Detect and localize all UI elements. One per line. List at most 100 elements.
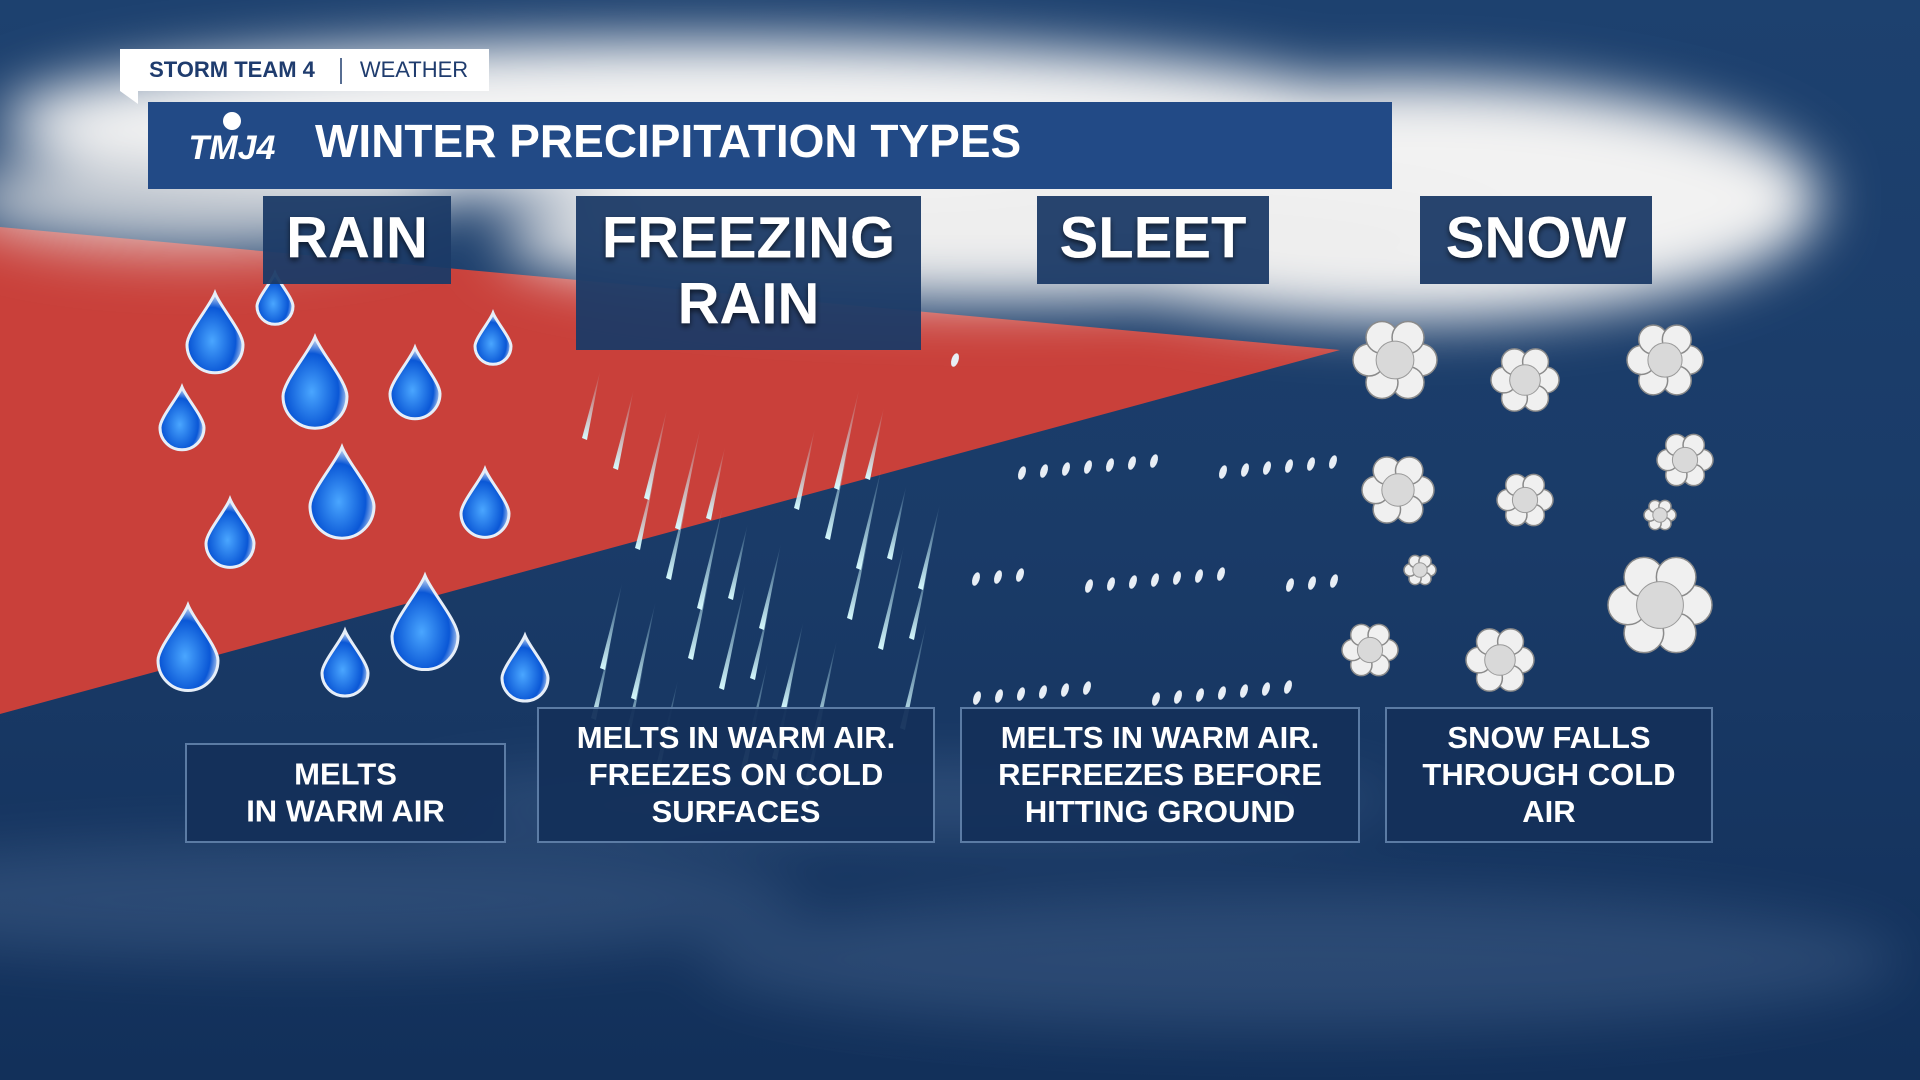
panel-description: FREEZES ON COLD — [589, 757, 884, 792]
freezing-rain-streak — [865, 407, 885, 480]
brand-tag — [120, 49, 489, 104]
snowflake-core — [1511, 486, 1539, 514]
freezing-rain-streak — [834, 388, 860, 490]
sleet-pellet — [1241, 463, 1249, 477]
sleet-pellet — [973, 691, 981, 705]
sleet-pellet — [1039, 685, 1047, 699]
freezing-rain-streak — [759, 543, 782, 630]
sleet-pellet — [1286, 578, 1294, 592]
panel-description: AIR — [1522, 794, 1575, 829]
rain-drop — [308, 442, 376, 540]
sleet-pellet — [1262, 682, 1270, 696]
freezing-rain-streak — [631, 601, 656, 700]
sleet-pellet — [972, 572, 980, 586]
sleet-pellet — [1107, 577, 1115, 591]
snowflake-core — [1381, 473, 1415, 507]
sleet-pellet — [1129, 575, 1137, 589]
panel-description: SURFACES — [652, 794, 821, 829]
snowflake-core — [1652, 507, 1668, 523]
freezing-rain-streak — [918, 504, 940, 590]
sleet-pellet — [1173, 571, 1181, 585]
panel-description: HITTING GROUND — [1025, 794, 1295, 829]
panel-description: MELTS IN WARM AIR. — [1001, 720, 1320, 755]
panel-description: MELTS IN WARM AIR. — [577, 720, 896, 755]
description-box — [1385, 707, 1713, 843]
freezing-rain-streak — [582, 370, 601, 440]
sleet-pellet — [1219, 465, 1227, 479]
sleet-pellet — [1196, 688, 1204, 702]
snowflake-core — [1509, 364, 1541, 396]
warm-air-layer — [0, 227, 1340, 714]
rain-drop — [473, 308, 513, 366]
panel-label: SLEET — [1060, 205, 1247, 270]
sleet-pellet — [1061, 683, 1069, 697]
sleet-pellet — [951, 353, 959, 367]
label-box — [576, 196, 921, 350]
sleet-pellet — [1330, 574, 1338, 588]
snowflake — [1341, 623, 1399, 677]
snowflake — [1361, 456, 1435, 524]
freezing-rain-streak — [644, 408, 668, 500]
panel-description: THROUGH COLD — [1422, 757, 1675, 792]
sleet-pellet — [1195, 569, 1203, 583]
rain-drop — [281, 332, 349, 430]
snowflake-core — [1356, 636, 1384, 664]
snowflake-core — [1636, 581, 1684, 629]
description-box — [537, 707, 935, 843]
sleet-pellet — [1174, 690, 1182, 704]
sleet-pellet — [1284, 680, 1292, 694]
rain-drop — [156, 600, 220, 692]
label-box — [1037, 196, 1269, 284]
rain-drop — [204, 494, 256, 569]
freezing-rain-streak — [728, 524, 748, 600]
snowflake — [1465, 628, 1535, 692]
sleet-pellet — [1085, 579, 1093, 593]
sleet-pellet — [1106, 458, 1114, 472]
sleet-pellet — [1151, 573, 1159, 587]
sleet-pellet — [1084, 460, 1092, 474]
panel-description: REFREEZES BEFORE — [998, 757, 1322, 792]
panel-description: SNOW FALLS — [1447, 720, 1650, 755]
rain-drop — [255, 268, 295, 326]
sleet-pellet — [1017, 687, 1025, 701]
panel-label: FREEZING — [602, 205, 895, 270]
sleet-pellet — [1128, 456, 1136, 470]
snowflake-core — [1412, 562, 1428, 578]
freezing-rain-streak — [697, 505, 724, 610]
sleet-pellet — [1150, 454, 1158, 468]
sleet-pellet — [1285, 459, 1293, 473]
brand-section: WEATHER — [360, 57, 468, 82]
sleet-pellet — [1083, 681, 1091, 695]
snowflake — [1403, 554, 1437, 586]
sleet-pellet — [1018, 466, 1026, 480]
freezing-rain-streak — [794, 428, 816, 510]
sleet-pellet — [1062, 462, 1070, 476]
title-bar — [148, 102, 1392, 189]
sleet-pellet — [1240, 684, 1248, 698]
panel-description: MELTS — [294, 757, 397, 792]
freezing-rain-streak — [675, 427, 701, 530]
rain-drop — [388, 343, 442, 421]
panel-label: SNOW — [1446, 205, 1627, 270]
sleet-pellet — [1329, 455, 1337, 469]
snowflake — [1496, 473, 1554, 527]
title: WINTER PRECIPITATION TYPES — [315, 115, 1021, 167]
snowflake-core — [1647, 342, 1683, 378]
snowflake — [1643, 499, 1677, 531]
freezing-rain-streak — [706, 446, 726, 520]
description-box — [960, 707, 1360, 843]
label-box — [263, 196, 451, 284]
snowflake-core — [1375, 340, 1415, 380]
label-box — [1420, 196, 1652, 284]
brand-name: STORM TEAM 4 — [149, 57, 316, 82]
freezing-rain-streak — [900, 622, 927, 730]
freezing-rain-streak — [887, 485, 907, 560]
freezing-rain-streak — [719, 583, 746, 690]
snowflake-core — [1484, 644, 1516, 676]
rain-drop — [320, 626, 370, 698]
rain-drop — [459, 464, 511, 539]
rain-drop — [158, 382, 206, 452]
